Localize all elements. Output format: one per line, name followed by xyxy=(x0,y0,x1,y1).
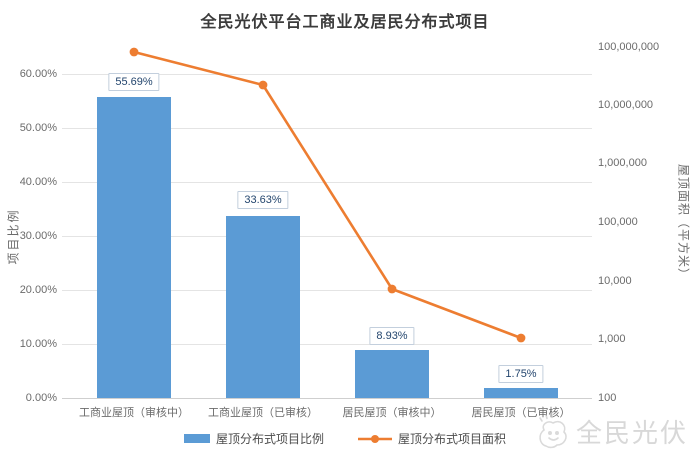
right-axis-tick: 10,000 xyxy=(598,275,632,287)
line-marker xyxy=(258,80,268,90)
legend-label: 屋顶分布式项目面积 xyxy=(398,432,507,446)
line-marker xyxy=(516,333,526,343)
legend-item-bar-series: 屋顶分布式项目比例 xyxy=(183,430,324,447)
smiley-face-icon xyxy=(539,413,567,449)
right-axis-tick: 100 xyxy=(598,392,617,404)
legend-label: 屋顶分布式项目比例 xyxy=(215,432,324,446)
right-axis-tick: 1,000 xyxy=(598,333,626,345)
watermark-text: 全民光伏 xyxy=(575,418,688,448)
right-axis-tick: 100,000 xyxy=(598,216,638,228)
category-label: 居民屋顶（审核中） xyxy=(342,407,442,419)
right-axis-tick: 100,000,000 xyxy=(598,41,660,53)
bar-swatch-icon xyxy=(183,434,210,443)
left-axis-tick: 20.00% xyxy=(19,284,57,296)
line-swatch-icon xyxy=(358,434,392,443)
bar-residential-pending xyxy=(355,350,429,398)
gridline xyxy=(62,344,592,345)
left-axis-tick: 40.00% xyxy=(19,176,57,188)
bar-commercial-pending xyxy=(97,97,171,398)
legend: 屋顶分布式项目比例 屋顶分布式项目面积 xyxy=(0,430,690,447)
right-axis-title: 屋顶面积（平方米） xyxy=(676,163,690,281)
left-axis-tick: 10.00% xyxy=(19,338,57,350)
bar-residential-approved xyxy=(484,388,558,398)
data-label: 33.63% xyxy=(237,191,289,209)
data-label: 8.93% xyxy=(369,327,415,345)
right-axis-tick: 1,000,000 xyxy=(598,157,647,169)
left-axis-tick: 60.00% xyxy=(19,68,57,80)
watermark-logo: 全民光伏 xyxy=(536,412,688,450)
bar-commercial-approved xyxy=(226,216,300,398)
left-axis-tick: 50.00% xyxy=(19,122,57,134)
line-marker xyxy=(129,47,139,57)
line-marker xyxy=(387,284,397,294)
category-label: 工商业屋顶（已审核） xyxy=(208,407,318,419)
legend-item-line-series: 屋顶分布式项目面积 xyxy=(358,430,506,447)
right-axis-tick: 10,000,000 xyxy=(598,99,654,111)
chart-title: 全民光伏平台工商业及居民分布式项目 xyxy=(200,14,490,31)
category-label: 工商业屋顶（审核中） xyxy=(79,407,189,419)
left-axis-tick: 0.00% xyxy=(25,392,57,404)
data-label: 55.69% xyxy=(108,73,160,91)
left-axis-title: 项目比例 xyxy=(6,208,21,265)
left-axis-tick: 30.00% xyxy=(19,230,57,242)
x-axis-line xyxy=(62,398,592,399)
data-label: 1.75% xyxy=(498,365,544,383)
